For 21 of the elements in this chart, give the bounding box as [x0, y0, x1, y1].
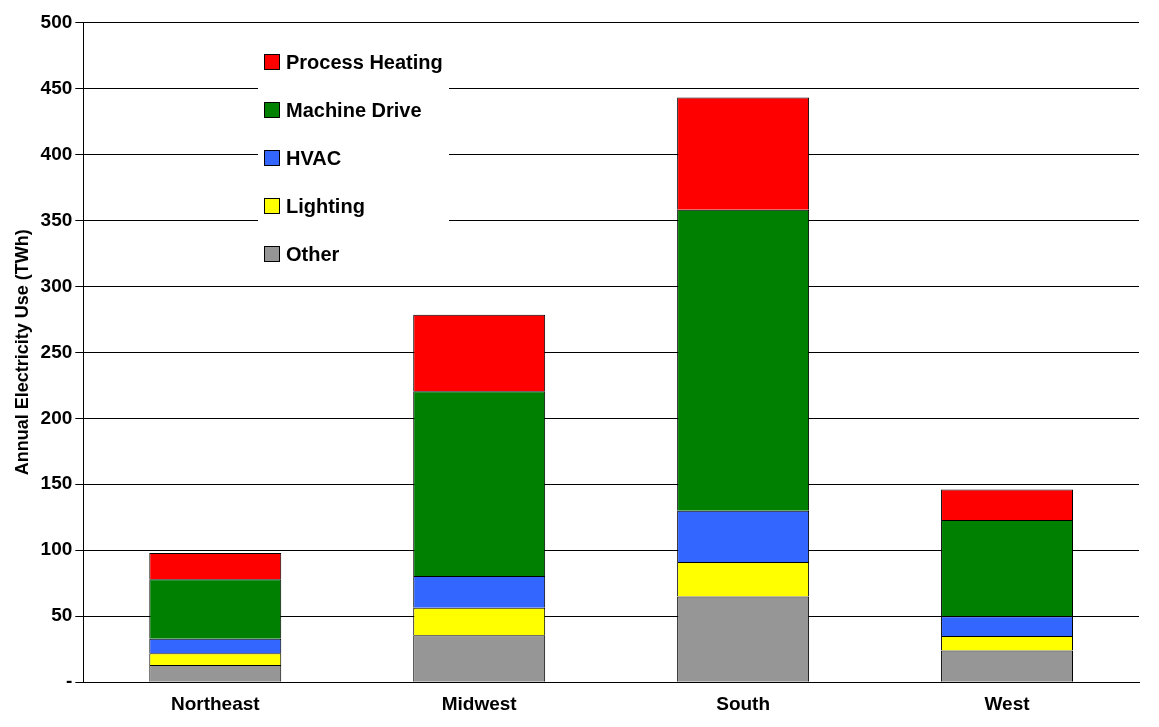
y-tick-label: 150 — [40, 472, 73, 494]
y-tick-label: 200 — [40, 406, 73, 428]
legend-label: HVAC — [286, 146, 342, 170]
y-tick-label: 450 — [40, 76, 73, 98]
x-tick-label: South — [716, 692, 771, 714]
legend-label: Lighting — [286, 194, 365, 218]
y-tick-label: 250 — [40, 340, 73, 362]
y-tick-label: - — [65, 670, 73, 692]
y-tick-label: 100 — [40, 538, 73, 560]
legend-label: Machine Drive — [286, 98, 422, 122]
x-tick-label: Midwest — [441, 692, 518, 714]
y-tick-label: 300 — [40, 274, 73, 296]
legend-label: Other — [286, 242, 340, 266]
x-tick-label: West — [984, 692, 1031, 714]
y-tick-label: 350 — [40, 208, 73, 230]
y-axis-title: Annual Electricity Use (TWh) — [11, 229, 32, 476]
y-tick-label: 400 — [40, 142, 73, 164]
y-tick-label: 500 — [40, 10, 73, 32]
legend-label: Process Heating — [286, 50, 443, 74]
y-tick-label: 50 — [51, 604, 73, 626]
x-tick-label: Northeast — [170, 692, 261, 714]
